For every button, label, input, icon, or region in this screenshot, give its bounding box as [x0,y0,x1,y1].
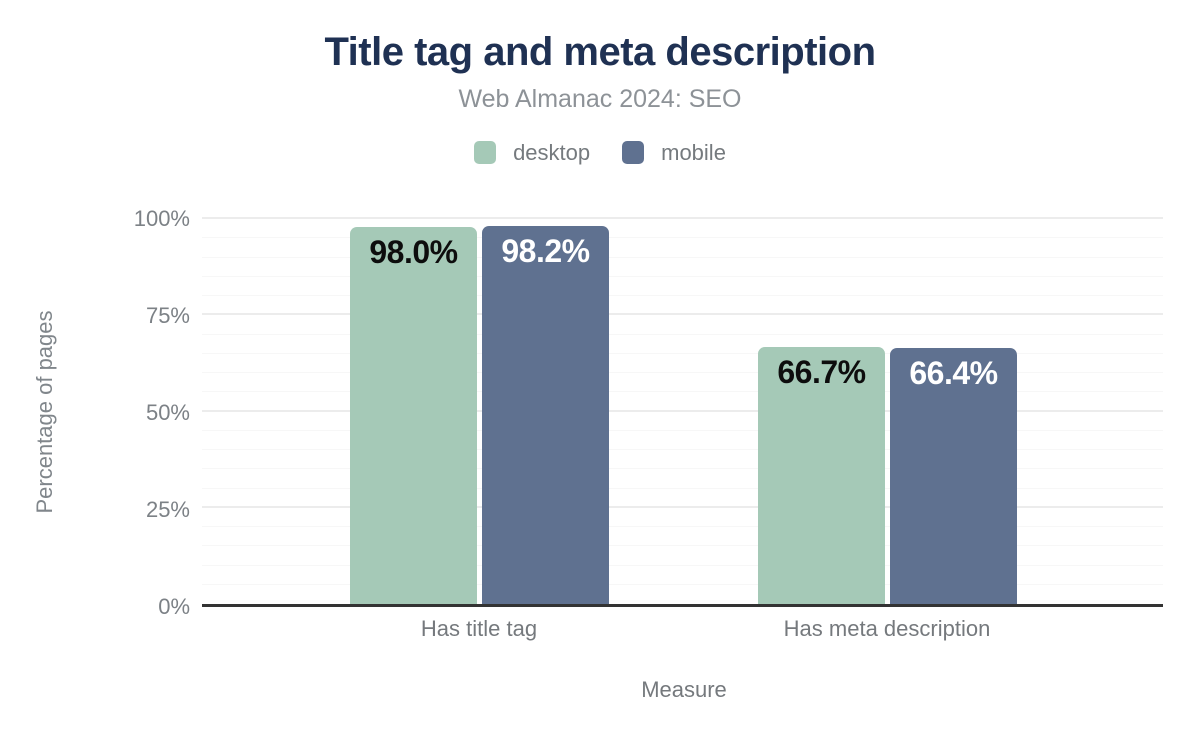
gridline [202,468,1163,470]
gridline [202,295,1163,296]
gridline [202,391,1163,393]
x-tick-has-meta-description: Has meta description [783,616,991,641]
gridline [202,372,1163,373]
bar-desktop-has-meta-description: 66.7% [758,347,885,604]
x-tick-has-title-tag: Has title tag [420,616,538,641]
mobile-legend-swatch-icon [622,141,645,164]
legend-item-desktop: desktop [474,141,590,164]
gridline [202,505,1163,508]
x-axis-ticks: Has title tag Has meta description [202,618,1163,648]
legend: desktop mobile [0,141,1200,164]
bar-value-label: 98.0% [369,233,458,270]
gridline [202,429,1163,431]
gridline [202,564,1163,566]
bar-mobile-has-meta-description: 66.4% [890,348,1017,604]
gridline [202,333,1163,335]
gridline [202,545,1163,547]
gridline [202,217,1163,219]
gridline [202,313,1163,316]
gridline [202,526,1163,527]
bar-value-label: 66.7% [777,354,866,391]
gridline [202,256,1163,258]
legend-item-mobile: mobile [622,141,726,164]
bar-value-label: 66.4% [909,355,998,392]
gridline [202,449,1163,450]
chart-header: Title tag and meta description Web Alman… [0,0,1200,164]
bar-mobile-has-title-tag: 98.2% [482,225,609,604]
desktop-legend-swatch-icon [474,141,497,164]
gridline [202,352,1163,354]
gridline [202,275,1163,277]
y-tick-label: 100% [133,206,190,231]
y-tick-label: 50% [145,400,190,425]
bar-desktop-has-title-tag: 98.0% [350,226,477,604]
gridline [202,237,1163,239]
y-tick-label: 0% [158,594,190,619]
gridline [202,487,1163,489]
chart-subtitle: Web Almanac 2024: SEO [458,85,742,113]
chart-title: Title tag and meta description [324,30,876,74]
plot-area: 98.0% 98.2% 66.7% 66.4% [202,217,1163,607]
y-tick-label: 25% [145,497,190,522]
legend-label-desktop: desktop [513,139,591,165]
y-tick-label: 75% [145,303,190,328]
bar-value-label: 98.2% [501,232,590,269]
y-axis-ticks: 0% 25% 50% 75% 100% [0,208,190,618]
gridline [202,409,1163,412]
x-axis-title: Measure [641,677,727,702]
gridline [202,583,1163,585]
legend-label-mobile: mobile [661,139,726,165]
